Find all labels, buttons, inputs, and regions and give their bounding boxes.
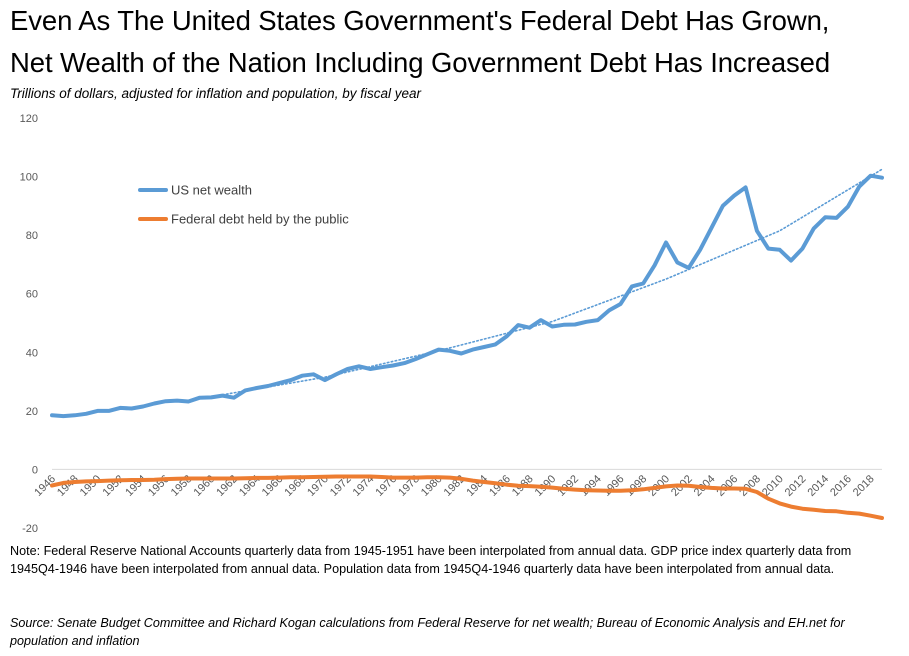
y-tick-label: 100	[20, 172, 38, 184]
chart-title-line-2: Net Wealth of the Nation Including Gover…	[10, 47, 831, 78]
x-tick-label: 1994	[578, 473, 604, 499]
x-tick-label: 1996	[601, 473, 627, 499]
trendline-us-net-wealth	[221, 168, 883, 396]
x-tick-label: 1998	[624, 473, 650, 499]
legend-item-federal-debt: Federal debt held by the public	[138, 212, 349, 227]
x-tick-label: 1992	[555, 473, 581, 499]
x-tick-label: 1984	[464, 473, 490, 499]
legend: US net wealth Federal debt held by the pu…	[138, 183, 349, 227]
x-tick-label: 2016	[828, 473, 854, 499]
legend-label: Federal debt held by the public	[171, 212, 349, 227]
x-tick-label: 2012	[783, 473, 809, 499]
x-tick-label: 2006	[715, 473, 741, 499]
chart-source: Source: Senate Budget Committee and Rich…	[10, 616, 845, 648]
x-tick-label: 1952	[101, 473, 127, 499]
series-line-federal-debt	[50, 474, 884, 520]
x-tick-label: 2018	[851, 473, 877, 499]
x-tick-label: 1954	[123, 473, 149, 499]
legend-label: US net wealth	[171, 183, 252, 198]
y-tick-label: -20	[22, 523, 38, 535]
chart-note: Note: Federal Reserve National Accounts …	[10, 544, 852, 576]
series-group	[50, 168, 884, 520]
y-axis-labels: 120 100 80 60 40 20 0 -20	[20, 113, 38, 535]
y-tick-label: 40	[26, 347, 38, 359]
y-tick-label: 60	[26, 289, 38, 301]
chart-subtitle: Trillions of dollars, adjusted for infla…	[10, 86, 421, 101]
series-line-us-net-wealth	[50, 173, 884, 419]
y-tick-label: 120	[20, 113, 38, 125]
y-tick-label: 80	[26, 230, 38, 242]
y-tick-label: 0	[32, 464, 38, 476]
y-tick-label: 20	[26, 406, 38, 418]
chart-title-line-1: Even As The United States Government's F…	[10, 5, 830, 36]
legend-item-us-net-wealth: US net wealth	[138, 183, 252, 198]
x-tick-label: 2014	[805, 473, 831, 499]
x-tick-label: 1950	[78, 473, 104, 499]
x-tick-label: 1956	[146, 473, 172, 499]
